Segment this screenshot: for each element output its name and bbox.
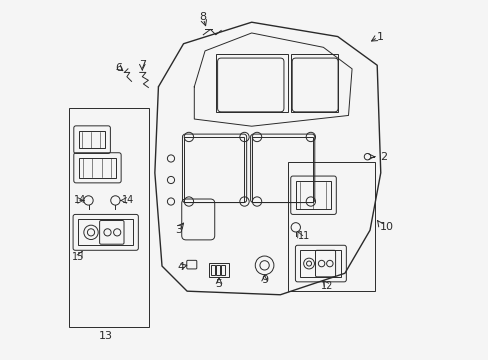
Bar (221, 265, 224, 275)
Bar (290, 54, 337, 112)
Text: 3: 3 (175, 225, 182, 235)
Text: 12: 12 (320, 281, 332, 291)
Text: 14: 14 (122, 195, 134, 206)
Bar (78, 220, 133, 245)
Text: 2: 2 (379, 152, 386, 162)
Bar (208, 263, 229, 277)
Text: 15: 15 (72, 252, 84, 262)
Text: 14: 14 (74, 195, 86, 206)
Bar (215, 265, 219, 275)
Text: 10: 10 (379, 222, 393, 231)
Bar (79, 131, 105, 148)
Bar (79, 158, 116, 178)
Text: 13: 13 (99, 331, 113, 341)
Bar (183, 137, 244, 202)
Bar (287, 162, 375, 291)
Bar (69, 108, 149, 327)
Text: 9: 9 (261, 275, 267, 285)
Bar (300, 250, 341, 277)
Bar (295, 181, 330, 210)
Text: 5: 5 (215, 279, 222, 289)
Bar (210, 265, 214, 275)
Text: 1: 1 (376, 32, 383, 41)
Bar (251, 137, 312, 202)
Text: 8: 8 (199, 12, 206, 22)
Text: 4: 4 (177, 262, 184, 272)
Bar (215, 54, 287, 112)
Text: 11: 11 (298, 231, 310, 240)
Text: 7: 7 (139, 60, 145, 70)
Text: 6: 6 (115, 63, 122, 73)
